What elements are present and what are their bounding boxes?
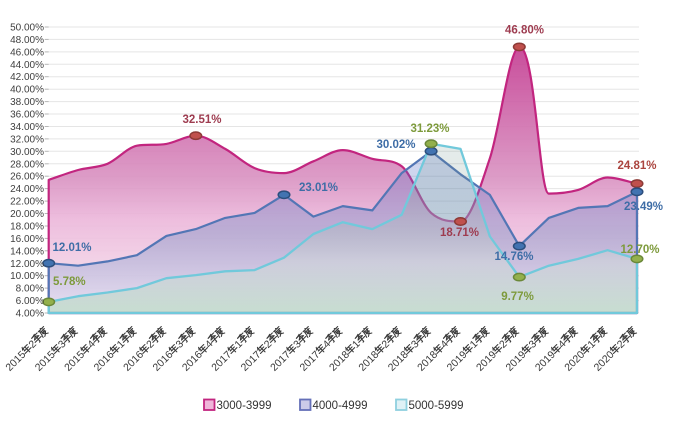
svg-text:26.00%: 26.00% — [10, 172, 44, 183]
svg-text:5000-5999: 5000-5999 — [409, 400, 464, 412]
svg-text:28.00%: 28.00% — [10, 159, 44, 170]
svg-text:30.02%: 30.02% — [376, 139, 415, 151]
svg-text:36.00%: 36.00% — [10, 110, 44, 121]
svg-text:12.01%: 12.01% — [53, 242, 92, 254]
svg-text:23.01%: 23.01% — [299, 182, 338, 194]
svg-text:20.00%: 20.00% — [10, 209, 44, 220]
svg-text:5.78%: 5.78% — [53, 276, 86, 288]
svg-text:14.00%: 14.00% — [10, 246, 44, 257]
svg-text:42.00%: 42.00% — [10, 72, 44, 83]
svg-text:32.51%: 32.51% — [182, 114, 221, 126]
svg-text:12.00%: 12.00% — [10, 259, 44, 270]
svg-text:38.00%: 38.00% — [10, 97, 44, 108]
svg-text:46.00%: 46.00% — [10, 47, 44, 58]
svg-text:30.00%: 30.00% — [10, 147, 44, 158]
svg-text:32.00%: 32.00% — [10, 134, 44, 145]
svg-text:44.00%: 44.00% — [10, 60, 44, 71]
svg-text:8.00%: 8.00% — [16, 284, 44, 295]
svg-text:6.00%: 6.00% — [16, 296, 44, 307]
svg-text:9.77%: 9.77% — [501, 291, 534, 303]
svg-text:18.00%: 18.00% — [10, 222, 44, 233]
svg-text:23.49%: 23.49% — [624, 201, 663, 213]
svg-text:24.00%: 24.00% — [10, 184, 44, 195]
svg-text:24.81%: 24.81% — [617, 160, 656, 172]
svg-text:48.00%: 48.00% — [10, 35, 44, 46]
svg-text:4.00%: 4.00% — [16, 309, 44, 320]
svg-text:4000-4999: 4000-4999 — [313, 400, 368, 412]
svg-text:50.00%: 50.00% — [10, 23, 44, 34]
svg-text:12.70%: 12.70% — [620, 244, 659, 256]
svg-text:16.00%: 16.00% — [10, 234, 44, 245]
svg-text:14.76%: 14.76% — [494, 251, 533, 263]
svg-text:46.80%: 46.80% — [505, 25, 544, 37]
svg-text:40.00%: 40.00% — [10, 85, 44, 96]
svg-text:10.00%: 10.00% — [10, 271, 44, 282]
svg-text:18.71%: 18.71% — [440, 227, 479, 239]
svg-text:31.23%: 31.23% — [410, 123, 449, 135]
svg-text:3000-3999: 3000-3999 — [217, 400, 272, 412]
svg-text:22.00%: 22.00% — [10, 197, 44, 208]
svg-text:34.00%: 34.00% — [10, 122, 44, 133]
